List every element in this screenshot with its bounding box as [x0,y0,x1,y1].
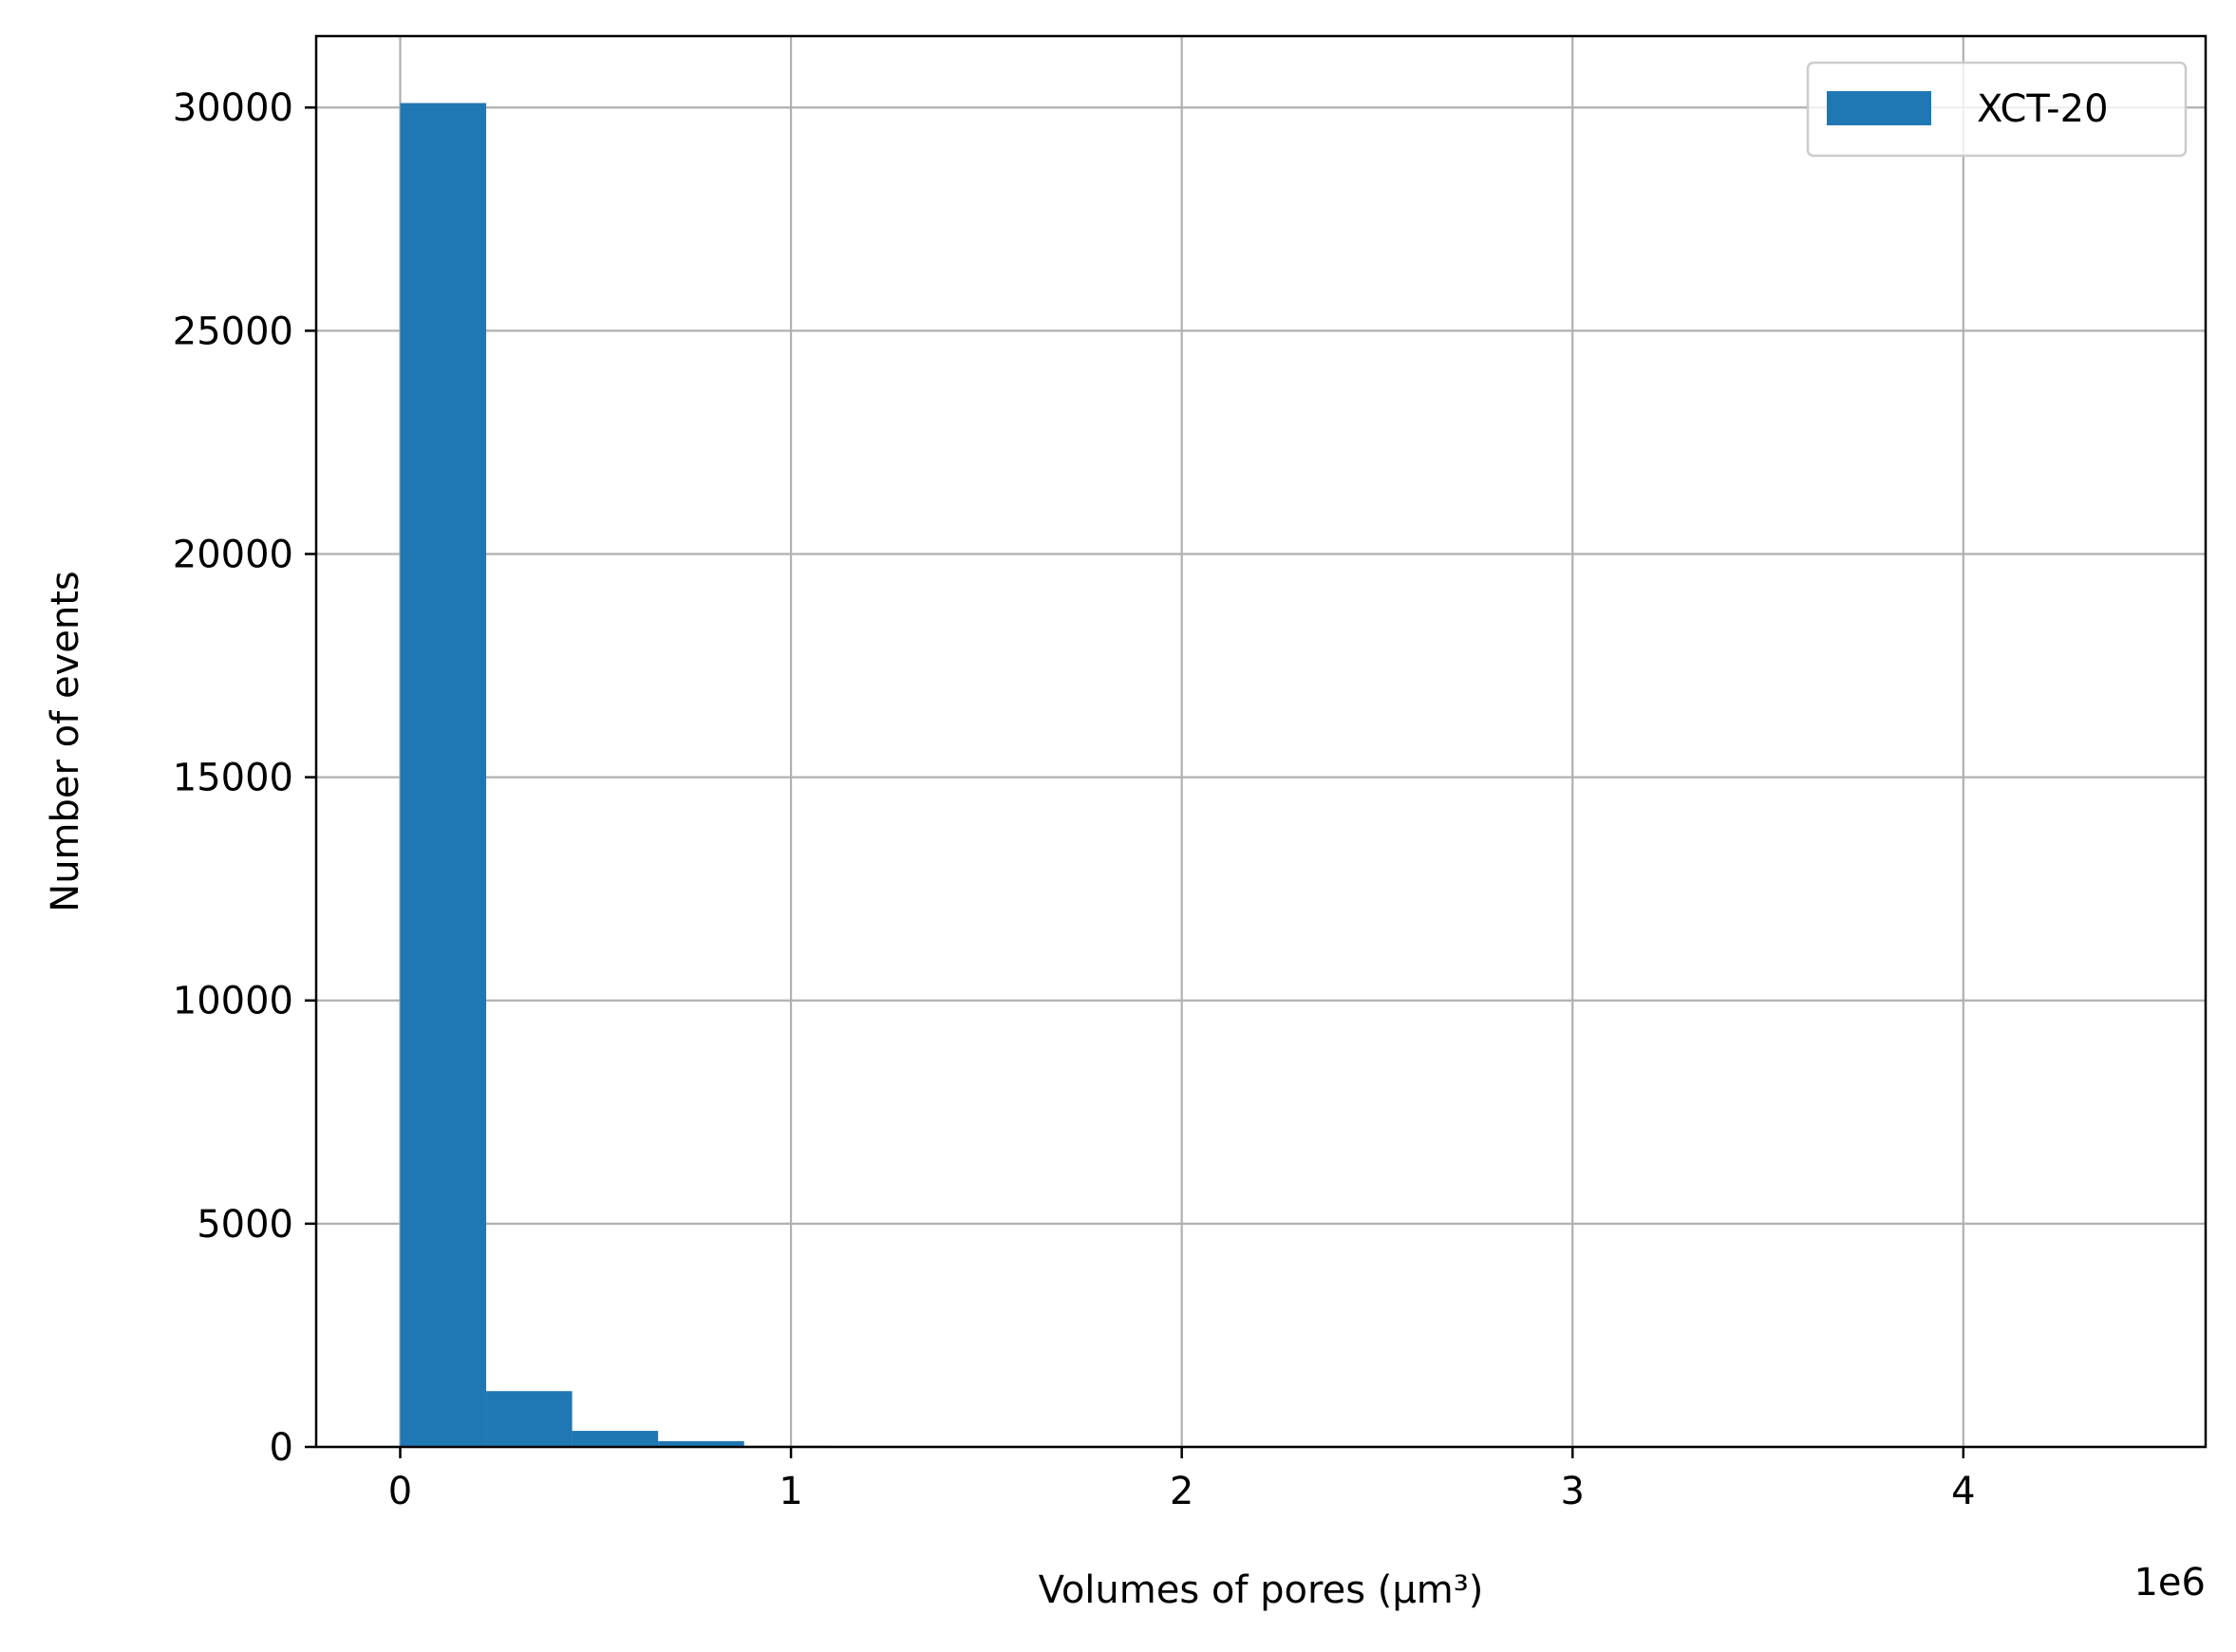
y-tick-label: 20000 [173,533,293,576]
y-tick-label: 10000 [173,980,293,1023]
x-tick-label: 4 [1951,1470,1975,1513]
x-tick-label: 0 [388,1470,412,1513]
x-tick-label: 2 [1170,1470,1193,1513]
histogram-bar [658,1440,744,1447]
x-tick-label: 1 [779,1470,802,1513]
plot-frame [314,34,2208,1449]
legend: XCT-20 [1806,61,2188,158]
y-tick-label: 0 [270,1426,293,1470]
x-axis-offset-label: 1e6 [2133,1561,2206,1605]
y-tick-label: 15000 [173,757,293,800]
y-tick-label: 5000 [197,1203,293,1247]
y-tick-label: 30000 [173,86,293,130]
histogram-bar [486,1391,573,1447]
histogram-bar [400,103,487,1448]
x-tick-label: 3 [1561,1470,1585,1513]
legend-swatch [1827,91,1931,125]
legend-label: XCT-20 [1977,87,2109,131]
histogram-bars [400,103,1003,1448]
histogram-bar [572,1431,659,1447]
axis-ticks: 0 1 2 3 4 0 5000 10000 15000 20000 25000 30000 [173,86,1976,1513]
legend-box [1806,61,2188,158]
y-tick-label: 25000 [173,310,293,353]
y-axis-label: Number of events [44,571,87,911]
x-axis-label: Volumes of pores (μm³) [1039,1568,1484,1612]
